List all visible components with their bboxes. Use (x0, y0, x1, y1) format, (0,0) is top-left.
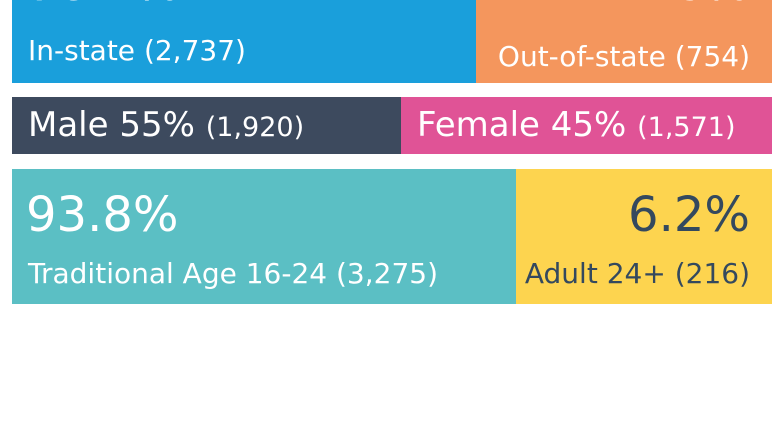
residency-bar: 78.4% In-state (2,737) 21.6% Out-of-stat… (12, 0, 772, 83)
female-count: (1,571) (637, 112, 736, 143)
out-of-state-segment: 21.6% Out-of-state (754) (476, 0, 772, 83)
female-text: Female 45% (417, 105, 627, 145)
male-label: Male 55% (1,920) (28, 105, 304, 148)
female-label: Female 45% (1,571) (417, 105, 736, 148)
traditional-age-label: Traditional Age 16-24 (3,275) (28, 257, 439, 290)
in-state-percent: 78.4% (28, 0, 180, 12)
in-state-segment: 78.4% In-state (2,737) (12, 0, 476, 83)
male-segment: Male 55% (1,920) (12, 97, 401, 154)
traditional-age-percent: 93.8% (26, 187, 179, 243)
out-of-state-percent: 21.6% (598, 0, 750, 12)
male-text: Male 55% (28, 105, 195, 145)
traditional-age-segment: 93.8% Traditional Age 16-24 (3,275) (12, 169, 516, 304)
adult-percent: 6.2% (628, 187, 750, 243)
gender-bar: Male 55% (1,920) Female 45% (1,571) (12, 97, 772, 154)
adult-segment: 6.2% Adult 24+ (216) (516, 169, 772, 304)
in-state-label: In-state (2,737) (28, 34, 246, 67)
male-count: (1,920) (205, 112, 305, 143)
age-bar: 93.8% Traditional Age 16-24 (3,275) 6.2%… (12, 169, 772, 304)
out-of-state-label: Out-of-state (754) (497, 40, 750, 73)
female-segment: Female 45% (1,571) (401, 97, 772, 154)
adult-label: Adult 24+ (216) (524, 257, 750, 290)
